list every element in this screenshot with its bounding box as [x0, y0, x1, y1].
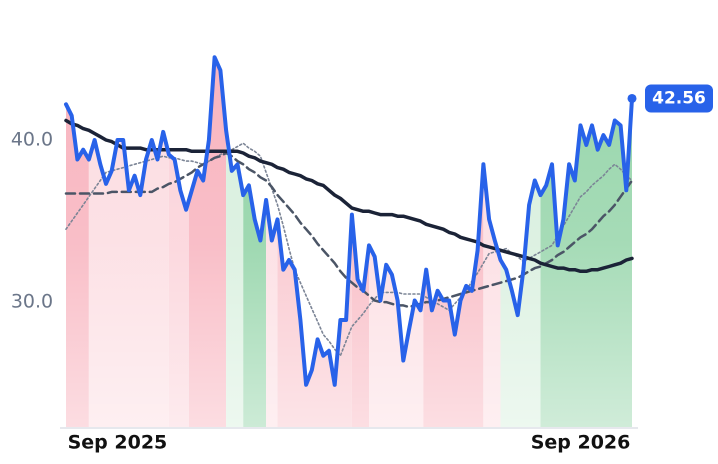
y-tick-label: 40.0: [11, 128, 53, 150]
last-value-label: 42.56: [652, 88, 706, 108]
band-fade: [66, 57, 632, 427]
last-point: [627, 93, 637, 103]
line-layer: 42.56: [64, 55, 713, 387]
band-layer: [66, 57, 632, 427]
x-tick-label: Sep 2026: [531, 432, 631, 454]
last-value-badge: [645, 84, 713, 113]
axes: 30.0 40.0 Sep 2025 Sep 2026: [11, 128, 638, 454]
x-tick-label: Sep 2025: [68, 432, 168, 454]
series-line: [64, 55, 634, 387]
series-line: [65, 142, 633, 357]
y-tick-label: 30.0: [11, 291, 53, 313]
